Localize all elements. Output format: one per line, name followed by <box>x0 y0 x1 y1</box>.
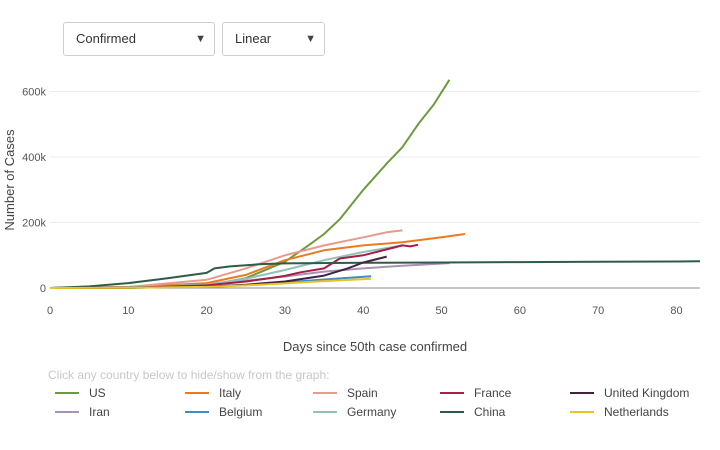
legend-swatch <box>55 410 79 413</box>
legend-label: Spain <box>347 386 378 400</box>
legend-swatch <box>570 410 594 413</box>
legend-label: United Kingdom <box>604 386 690 400</box>
legend-item-france[interactable]: France <box>440 386 511 404</box>
legend-swatch <box>313 410 337 413</box>
legend-item-china[interactable]: China <box>440 405 505 423</box>
legend-item-united-kingdom[interactable]: United Kingdom <box>570 386 689 404</box>
legend-swatch <box>570 391 594 394</box>
series-lines[interactable] <box>49 79 701 289</box>
x-tick-label: 60 <box>514 305 526 317</box>
x-tick-label: 80 <box>670 305 682 317</box>
legend-label: US <box>89 386 106 400</box>
x-tick-label: 10 <box>122 305 134 317</box>
legend-item-netherlands[interactable]: Netherlands <box>570 405 669 423</box>
legend-label: Italy <box>219 386 242 400</box>
series-line-china[interactable] <box>49 260 701 289</box>
legend-label: China <box>474 405 506 419</box>
series-line-france[interactable] <box>49 243 419 289</box>
x-tick-label: 0 <box>47 305 53 317</box>
legend-item-belgium[interactable]: Belgium <box>185 405 262 423</box>
legend-swatch <box>185 410 209 413</box>
scale-select[interactable]: Linear ▼ <box>222 22 325 56</box>
legend-swatch <box>440 410 464 413</box>
x-tick-label: 30 <box>279 305 291 317</box>
y-axis-label: Number of Cases <box>2 129 17 231</box>
metric-select-value: Confirmed <box>76 31 136 46</box>
x-tick-label: 20 <box>201 305 213 317</box>
axis-ticks: 0 200k 400k 600k 0 10 20 30 40 50 60 70 80 <box>22 87 682 317</box>
legend-label: France <box>474 386 512 400</box>
legend-label: Netherlands <box>604 405 669 419</box>
legend-item-us[interactable]: US <box>55 386 106 404</box>
legend-label: Belgium <box>219 405 263 419</box>
legend-swatch <box>185 391 209 394</box>
y-tick-label: 0 <box>40 283 46 295</box>
legend-instructions: Click any country below to hide/show fro… <box>48 368 330 382</box>
y-tick-label: 200k <box>22 218 46 230</box>
legend-label: Germany <box>347 405 397 419</box>
x-tick-label: 40 <box>357 305 369 317</box>
x-tick-label: 50 <box>435 305 447 317</box>
chevron-down-icon: ▼ <box>195 33 206 45</box>
series-line-spain[interactable] <box>49 229 403 289</box>
metric-select[interactable]: Confirmed ▼ <box>63 22 215 56</box>
x-tick-label: 70 <box>592 305 604 317</box>
legend-swatch <box>55 391 79 394</box>
legend-item-germany[interactable]: Germany <box>313 405 396 423</box>
series-line-netherlands[interactable] <box>49 277 372 289</box>
legend-swatch <box>313 391 337 394</box>
y-tick-label: 600k <box>22 87 46 99</box>
legend-item-spain[interactable]: Spain <box>313 386 378 404</box>
scale-select-value: Linear <box>235 31 272 46</box>
chevron-down-icon: ▼ <box>305 33 316 45</box>
y-tick-label: 400k <box>22 152 46 164</box>
x-axis-label: Days since 50th case confirmed <box>283 339 467 354</box>
legend-item-italy[interactable]: Italy <box>185 386 241 404</box>
series-line-us[interactable] <box>49 79 451 289</box>
legend-item-iran[interactable]: Iran <box>55 405 110 423</box>
legend-label: Iran <box>89 405 110 419</box>
legend-swatch <box>440 391 464 394</box>
